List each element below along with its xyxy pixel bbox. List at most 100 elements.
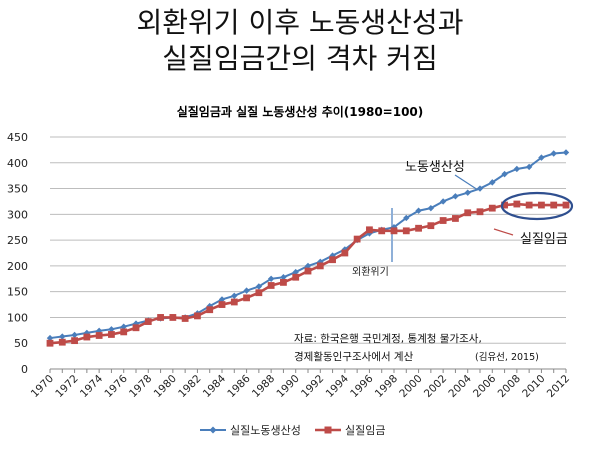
data-point-wage	[341, 249, 349, 257]
data-point-wage	[71, 337, 78, 345]
y-tick-label: 350	[7, 183, 28, 196]
x-tick-label: 1990	[274, 373, 301, 400]
annotations: 노동생산성 실질임금 외환위기 자료: 한국은행 국민계정, 통계청 물가조사,…	[294, 160, 574, 363]
x-axis: 1970197219741976197819801982198419861988…	[29, 369, 572, 400]
data-point-productivity	[132, 320, 140, 327]
data-point-productivity	[550, 150, 557, 157]
data-point-wage	[562, 201, 570, 209]
data-point-productivity	[562, 149, 570, 156]
data-point-productivity	[464, 189, 471, 196]
x-tick-label: 1976	[102, 372, 130, 400]
wage-stagnation-ellipse	[500, 191, 574, 221]
legend-label: 실질노동생산성	[230, 424, 301, 437]
series-line-productivity	[49, 151, 567, 340]
wage-annotation: 실질임금	[520, 232, 568, 247]
data-point-productivity	[292, 268, 299, 276]
legend: 실질노동생산성 실질임금	[200, 424, 385, 437]
y-tick-label: 0	[21, 363, 28, 376]
data-point-productivity	[71, 331, 78, 339]
data-point-productivity	[538, 154, 545, 161]
data-point-wage	[427, 222, 435, 230]
y-tick-label: 100	[7, 311, 28, 324]
x-tick-label: 2012	[545, 373, 572, 400]
data-point-wage	[476, 208, 484, 216]
data-point-productivity	[501, 170, 508, 178]
x-tick-label: 1970	[29, 373, 56, 400]
series-layer	[46, 149, 570, 347]
x-tick-label: 1988	[250, 373, 277, 400]
y-tick-label: 300	[7, 208, 28, 221]
data-point-wage	[194, 312, 201, 320]
data-point-productivity	[231, 292, 238, 299]
legend-marker-productivity	[209, 426, 217, 434]
x-tick-label: 1998	[373, 373, 400, 400]
data-point-productivity	[267, 275, 275, 282]
crisis-annotation: 외환위기	[352, 265, 389, 278]
data-point-productivity	[403, 214, 410, 222]
x-tick-label: 2006	[471, 372, 499, 400]
data-point-wage	[243, 294, 250, 302]
data-point-wage	[280, 278, 287, 286]
y-tick-label: 400	[7, 157, 28, 170]
data-point-wage	[304, 267, 312, 275]
data-point-wage	[402, 227, 410, 235]
data-point-wage	[538, 201, 545, 209]
data-point-wage	[439, 217, 447, 224]
data-point-wage	[316, 262, 324, 270]
data-point-wage	[46, 339, 54, 347]
x-tick-label: 2000	[397, 373, 424, 400]
data-point-wage	[132, 324, 140, 332]
x-tick-label: 1982	[176, 373, 203, 400]
data-point-wage	[415, 224, 422, 232]
data-point-wage	[255, 289, 263, 297]
data-point-productivity	[489, 179, 496, 186]
data-point-wage	[464, 209, 472, 217]
data-point-productivity	[304, 262, 312, 270]
data-point-wage	[525, 201, 533, 209]
data-point-wage	[218, 301, 226, 308]
data-point-wage	[108, 331, 115, 338]
source-note-line2: 경제활동인구조사에서 계산	[294, 350, 414, 363]
data-point-productivity	[525, 163, 533, 171]
x-tick-label: 1978	[127, 373, 154, 400]
data-point-productivity	[439, 198, 447, 205]
x-tick-label: 1980	[152, 373, 179, 400]
data-point-wage	[169, 314, 177, 321]
data-point-productivity	[415, 207, 422, 214]
data-point-wage	[513, 200, 521, 208]
data-point-productivity	[476, 185, 484, 192]
x-tick-label: 2002	[422, 373, 449, 400]
data-point-productivity	[427, 204, 435, 212]
data-point-productivity	[243, 287, 250, 294]
x-tick-label: 1972	[53, 373, 80, 400]
productivity-callout-line	[454, 174, 479, 191]
productivity-annotation: 노동생산성	[405, 160, 465, 175]
y-tick-label: 150	[7, 286, 28, 299]
legend-label: 실질임금	[345, 424, 385, 437]
data-point-wage	[83, 333, 91, 341]
x-tick-label: 2010	[520, 373, 547, 400]
data-point-wage	[488, 204, 496, 212]
data-point-productivity	[452, 193, 459, 200]
gridlines	[50, 136, 566, 370]
chart-title: 실질임금과 실질 노동생산성 추이(1980=100)	[176, 105, 424, 119]
data-point-productivity	[120, 323, 127, 330]
data-point-productivity	[59, 333, 66, 340]
y-tick-label: 200	[7, 260, 28, 273]
slide-title-line2: 실질임금간의 격차 커짐	[162, 42, 438, 75]
data-point-wage	[267, 282, 275, 289]
slide-title-line1: 외환위기 이후 노동생산성과	[136, 6, 464, 39]
y-axis: 0 50 100 150 200 250 300 350 400 450	[7, 131, 28, 376]
x-tick-label: 2004	[446, 372, 474, 400]
x-tick-label: 1986	[225, 372, 253, 400]
source-note-line1: 자료: 한국은행 국민계정, 통계청 물가조사,	[294, 333, 482, 345]
data-point-wage	[181, 315, 189, 322]
data-point-wage	[206, 306, 214, 314]
x-tick-label: 1984	[201, 372, 229, 400]
x-tick-label: 2008	[496, 373, 523, 400]
wage-callout-line	[493, 228, 514, 236]
data-point-productivity	[218, 296, 226, 303]
data-point-wage	[353, 235, 361, 243]
data-point-wage	[550, 201, 558, 209]
source-citation: (김유선, 2015)	[475, 351, 539, 363]
